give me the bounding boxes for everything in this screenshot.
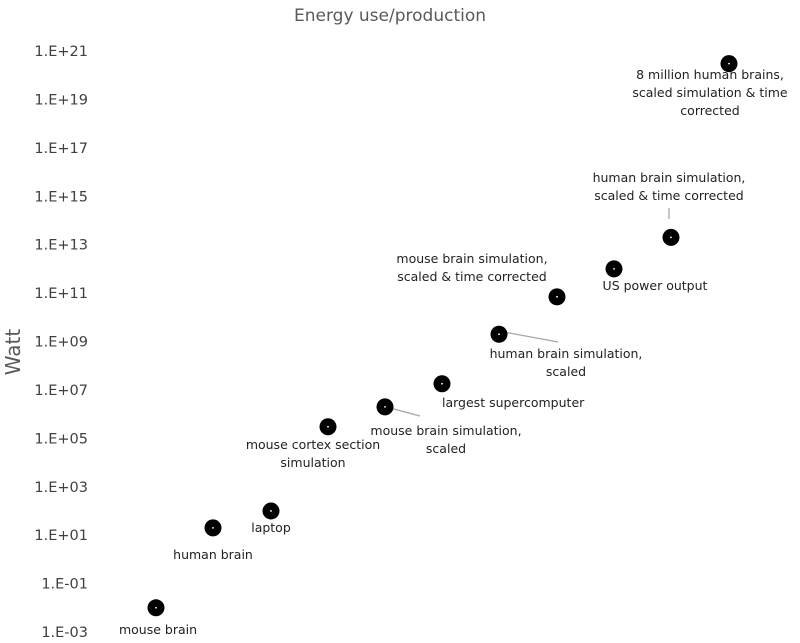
data-label: largest supercomputer: [442, 395, 585, 410]
y-tick-label: 1.E+15: [34, 189, 88, 205]
data-label: human brain: [173, 547, 253, 562]
data-label-line: human brain: [173, 547, 253, 562]
data-label: mouse brain: [119, 622, 197, 637]
data-point-center: [670, 236, 672, 239]
data-label-line: mouse brain: [119, 622, 197, 637]
y-tick-label: 1.E+21: [34, 44, 88, 60]
leader-line: [389, 407, 421, 417]
y-tick-label: 1.E+07: [34, 383, 88, 399]
data-point-center: [441, 382, 443, 385]
y-tick-label: 1.E+17: [34, 141, 88, 157]
data-label-line: laptop: [251, 520, 291, 535]
y-tick-label: 1.E+11: [34, 286, 88, 302]
data-label: 8 million human brains, scaled simulation…: [632, 67, 788, 118]
data-label: US power output: [603, 278, 708, 293]
y-tick-label: 1.E+09: [34, 335, 88, 351]
data-points: [147, 55, 738, 617]
leader-lines: [389, 208, 670, 417]
data-label-line: scaled: [426, 441, 466, 456]
y-axis-label: Watt: [1, 329, 25, 376]
data-point-center: [613, 267, 615, 270]
data-label-line: scaled: [546, 364, 586, 379]
data-label-line: scaled & time corrected: [397, 269, 546, 284]
data-label-line: mouse brain simulation,: [396, 251, 547, 266]
y-tick-label: 1.E-03: [41, 625, 88, 641]
data-point-center: [728, 62, 730, 65]
data-point-center: [556, 295, 558, 298]
data-labels: mouse brain human brain laptop mouse cortex…: [119, 67, 788, 637]
data-label-line: human brain simulation,: [593, 170, 746, 185]
y-tick-label: 1.E+03: [34, 480, 88, 496]
data-label-line: mouse cortex section: [246, 437, 380, 452]
data-label: human brain simulation, scaled & time cor…: [593, 170, 746, 203]
data-label-line: scaled simulation & time: [632, 85, 788, 100]
data-label-line: corrected: [680, 103, 739, 118]
data-label-line: scaled & time corrected: [594, 188, 743, 203]
data-label-line: largest supercomputer: [442, 395, 585, 410]
data-point-center: [384, 405, 386, 408]
data-label: mouse brain simulation, scaled & time cor…: [396, 251, 547, 284]
data-point-center: [327, 425, 329, 428]
y-tick-label: 1.E-01: [41, 577, 88, 593]
data-label: mouse cortex section simulation: [246, 437, 380, 470]
data-label: human brain simulation, scaled: [490, 346, 643, 379]
y-tick-label: 1.E+05: [34, 431, 88, 447]
data-label-line: 8 million human brains,: [636, 67, 784, 82]
leader-line: [503, 331, 559, 343]
data-point-center: [270, 510, 272, 512]
data-label-line: human brain simulation,: [490, 346, 643, 361]
y-axis-ticks: 1.E-03 1.E-01 1.E+01 1.E+03 1.E+05 1.E+07 1.E+…: [34, 44, 88, 641]
y-tick-label: 1.E+01: [34, 528, 88, 544]
data-point-center: [498, 333, 500, 336]
data-label: mouse brain simulation, scaled: [370, 423, 521, 456]
data-label-line: mouse brain simulation,: [370, 423, 521, 438]
y-tick-label: 1.E+13: [34, 238, 88, 254]
chart-title: Energy use/production: [294, 6, 486, 26]
data-point-center: [155, 606, 157, 609]
data-point-center: [212, 526, 214, 529]
data-label: laptop: [251, 520, 291, 535]
data-label-line: simulation: [280, 455, 345, 470]
y-tick-label: 1.E+19: [34, 92, 88, 108]
data-label-line: US power output: [603, 278, 708, 293]
